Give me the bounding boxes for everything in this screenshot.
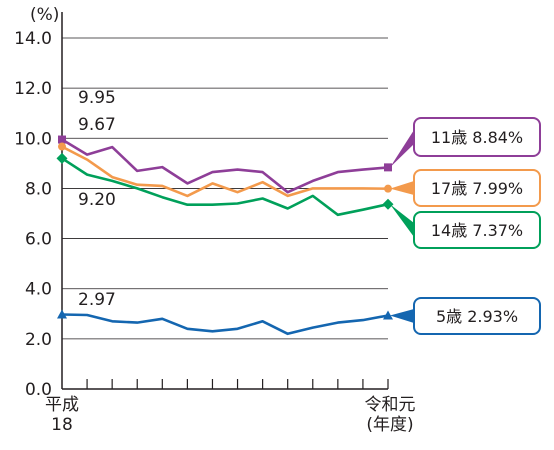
legend-entry-17歳: 17歳 7.99% [390,169,541,207]
annotation-11-start: 9.95 [78,88,116,108]
legend-pointer [390,204,414,237]
legend-label: 17歳 7.99% [431,179,523,198]
series-marker [384,163,392,172]
y-tick-label: 4.0 [25,280,52,300]
series-group [56,135,394,336]
legend-entry-5歳: 5歳 2.93% [390,297,541,335]
series-line-11歳 [61,138,389,194]
x-tick-marks [86,379,389,389]
gridlines [62,37,388,340]
legend-box [413,169,541,207]
y-tick-label: 2.0 [25,330,52,350]
y-tick-label: 8.0 [25,179,52,199]
axes [61,12,388,390]
x-end-label-line2: (年度) [366,415,413,435]
y-tick-label: 0.0 [25,380,52,400]
legend-pointer [390,130,414,168]
y-tick-label: 10.0 [14,129,52,149]
legend-pointer [390,181,414,195]
legend: 11歳 8.84% 17歳 7.99% 14歳 7.37% 5歳 2.93% [390,117,541,335]
y-tick-label: 6.0 [25,230,52,250]
legend-box [413,297,541,335]
y-tick-label: 12.0 [14,79,52,99]
legend-label: 11歳 8.84% [431,128,523,147]
series-marker [384,184,392,193]
y-tick-label: 14.0 [14,29,52,49]
legend-box [413,211,541,249]
series-line-14歳 [61,157,389,217]
series-marker [56,152,68,164]
legend-label: 14歳 7.37% [431,221,523,240]
series-marker [57,309,67,319]
series-line-5歳 [61,313,389,336]
annotation-17-start: 9.67 [78,115,116,135]
series-marker [58,135,66,144]
series-marker [383,310,393,320]
series-marker [58,142,66,151]
series-line-17歳 [61,145,389,198]
y-tick-labels: 0.0 2.0 4.0 6.0 8.0 10.0 12.0 14.0 [14,29,52,400]
annotation-14-start: 9.20 [78,190,116,210]
legend-entry-11歳: 11歳 8.84% [390,117,541,168]
legend-entry-14歳: 14歳 7.37% [390,204,541,249]
x-start-label-line1: 平成 [45,395,79,415]
legend-label: 5歳 2.93% [436,307,518,326]
annotation-5-start: 2.97 [78,290,116,310]
legend-box [413,117,541,157]
legend-pointer [390,309,414,323]
y-axis-label: (%) [30,5,59,25]
x-end-label-line1: 令和元 [365,395,416,415]
x-start-label-line2: 18 [51,415,73,435]
series-marker [382,198,394,210]
